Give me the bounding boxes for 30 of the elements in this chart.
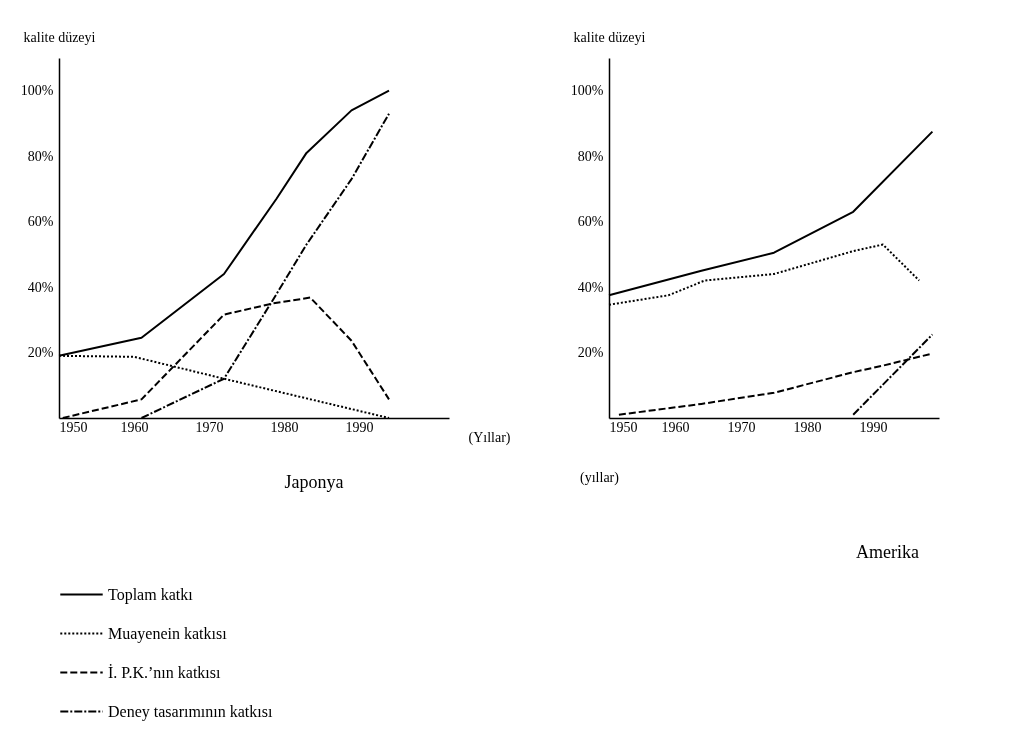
x-tick-label: 1990 [345, 419, 374, 435]
text: Amerika [856, 542, 919, 562]
legend-label: Toplam katkı [108, 585, 194, 604]
x-axis-title: (yıllar) [580, 469, 620, 486]
legend-label: Deney tasarımının katkısı [108, 702, 273, 721]
x-tick-label: 1950 [609, 419, 638, 435]
x-tick-label: 1960 [120, 419, 149, 435]
y-tick-label: 20% [577, 345, 604, 361]
text: Japonya [284, 472, 344, 492]
x-tick-label: 1980 [793, 419, 822, 435]
x-tick-label: 1970 [195, 419, 224, 435]
x-tick-label: 1960 [661, 419, 690, 435]
y-tick-label: 60% [577, 214, 604, 230]
y-tick-label: 80% [577, 148, 604, 164]
x-tick-label: 1990 [859, 419, 888, 435]
y-tick-label: 40% [577, 279, 604, 295]
y-tick-label: 100% [570, 83, 604, 99]
x-tick-label: 1970 [727, 419, 756, 435]
legend-label: Muayenein katkısı [108, 624, 228, 643]
x-tick-label: 1950 [59, 419, 88, 435]
y-tick-label: 100% [20, 83, 54, 99]
y-tick-label: 20% [27, 345, 54, 361]
y-axis-title: kalite düzeyi [23, 29, 96, 45]
y-tick-label: 60% [27, 214, 54, 230]
y-tick-label: 80% [27, 148, 54, 164]
legend-label: İ. P.K.’nın katkısı [108, 663, 221, 681]
x-tick-label: 1980 [270, 419, 299, 435]
x-axis-title: (Yıllar) [468, 429, 511, 446]
y-tick-label: 40% [27, 279, 54, 295]
y-axis-title: kalite düzeyi [573, 29, 646, 45]
